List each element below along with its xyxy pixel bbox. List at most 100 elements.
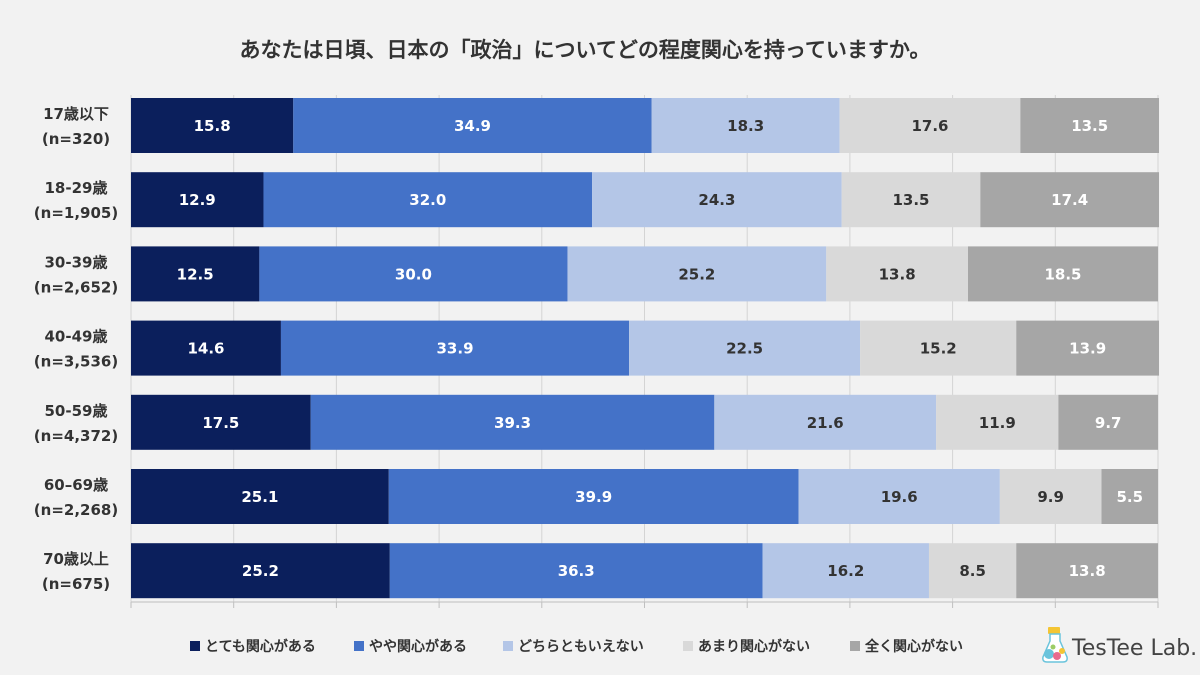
bar-value-label: 12.9 (179, 191, 216, 209)
bar-segment (839, 98, 1021, 153)
bar-segment (131, 246, 260, 302)
category-label: 50-59歳 (45, 402, 108, 420)
bar-value-label: 16.2 (827, 562, 864, 580)
bar-segment (1058, 394, 1158, 450)
category-sample-size: (n=3,536) (34, 353, 118, 371)
chart-title: あなたは日頃、日本の「政治」についてどの程度関心を持っていますか。 (240, 38, 931, 62)
category-sample-size: (n=320) (42, 130, 110, 148)
legend-label: どちらともいえない (518, 639, 644, 655)
bar-value-label: 25.2 (242, 562, 279, 580)
legend-swatch (503, 641, 513, 651)
bar-row: 25.2 36.3 16.2 8.5 13.8 (131, 543, 1158, 599)
bar-segment (131, 543, 390, 599)
bar-segment (826, 246, 969, 302)
bar-value-label: 36.3 (558, 562, 595, 580)
bar-segment (999, 469, 1102, 524)
bar-value-label: 13.9 (1069, 340, 1106, 358)
category-label: 40-49歳 (45, 328, 108, 346)
bar-value-label: 15.8 (194, 117, 231, 135)
bar-value-label: 33.9 (437, 340, 474, 358)
bar-value-label: 22.5 (726, 340, 763, 358)
bar-value-label: 5.5 (1116, 488, 1143, 506)
legend-item: やや関心がある (354, 638, 467, 655)
bar-segment (131, 394, 311, 450)
bar-segment (860, 320, 1017, 376)
bar-value-label: 9.9 (1037, 488, 1064, 506)
bar-segment (762, 543, 929, 599)
bar-segment (1016, 320, 1160, 376)
legend-item: あまり関心がない (683, 638, 810, 655)
bar-value-label: 13.8 (1069, 562, 1106, 580)
bar-value-label: 17.4 (1051, 191, 1088, 209)
bar-segment (714, 394, 937, 450)
category-labels: 17歳以下 (n=320) 18-29歳 (n=1,905) 30-39歳 (n=2,65… (34, 105, 118, 593)
bar-value-label: 9.7 (1095, 414, 1122, 432)
bar-value-label: 18.5 (1044, 265, 1081, 283)
legend-item: どちらともいえない (503, 639, 644, 655)
bar-segment (968, 246, 1158, 302)
bars: 15.8 34.9 18.3 17.6 13.5 12.9 32.0 24.3 13.5 17.4… (131, 98, 1160, 599)
bar-row: 14.6 33.9 22.5 15.2 13.9 (131, 320, 1160, 376)
bar-value-label: 17.5 (202, 414, 239, 432)
legend: とても関心がある やや関心がある どちらともいえない あまり関心がない 全く関心がない (190, 638, 963, 655)
bar-row: 12.9 32.0 24.3 13.5 17.4 (131, 172, 1160, 228)
legend-swatch (354, 641, 364, 651)
bar-segment (980, 172, 1160, 228)
bar-segment (651, 98, 840, 153)
bar-value-label: 13.8 (879, 265, 916, 283)
bar-segment (936, 394, 1059, 450)
brand-name: TesTee Lab. (1071, 636, 1197, 661)
bar-segment (928, 543, 1017, 599)
bar-value-label: 8.5 (959, 562, 986, 580)
bar-row: 25.1 39.9 19.6 9.9 5.5 (131, 469, 1158, 524)
bar-segment (310, 394, 715, 450)
bar-value-label: 18.3 (727, 117, 764, 135)
bar-segment (293, 98, 652, 153)
bar-segment (131, 320, 281, 376)
bar-value-label: 13.5 (1071, 117, 1108, 135)
bar-segment (389, 543, 763, 599)
legend-label: あまり関心がない (698, 638, 810, 655)
category-label: 60–69歳 (44, 476, 108, 494)
bar-value-label: 14.6 (187, 340, 224, 358)
bar-segment (1016, 543, 1158, 599)
bar-segment (388, 469, 799, 524)
bar-segment (131, 98, 294, 153)
bar-value-label: 30.0 (395, 265, 432, 283)
category-sample-size: (n=1,905) (34, 204, 118, 222)
bar-segment (592, 172, 842, 228)
bar-row: 17.5 39.3 21.6 11.9 9.7 (131, 394, 1158, 450)
legend-item: とても関心がある (190, 638, 316, 655)
category-sample-size: (n=675) (42, 575, 110, 593)
legend-item: 全く関心がない (850, 638, 963, 655)
bar-segment (629, 320, 861, 376)
bar-value-label: 19.6 (881, 488, 918, 506)
bar-value-label: 13.5 (892, 191, 929, 209)
bar-segment (798, 469, 1000, 524)
bar-value-label: 25.2 (678, 265, 715, 283)
bar-value-label: 39.3 (494, 414, 531, 432)
bar-value-label: 17.6 (911, 117, 948, 135)
bar-segment (1101, 469, 1158, 524)
bar-value-label: 12.5 (177, 265, 214, 283)
bar-segment (259, 246, 568, 302)
legend-swatch (850, 641, 860, 651)
legend-swatch (190, 641, 200, 651)
category-sample-size: (n=4,372) (34, 427, 118, 445)
bar-value-label: 21.6 (807, 414, 844, 432)
bar-segment (280, 320, 630, 376)
bar-segment (263, 172, 593, 228)
category-sample-size: (n=2,652) (34, 278, 118, 296)
legend-swatch (683, 641, 693, 651)
bar-value-label: 25.1 (241, 488, 278, 506)
flask-icon (1042, 627, 1068, 663)
bar-row: 12.5 30.0 25.2 13.8 18.5 (131, 246, 1158, 302)
legend-label: とても関心がある (205, 638, 316, 655)
bar-value-label: 32.0 (409, 191, 446, 209)
bar-value-label: 15.2 (920, 340, 957, 358)
legend-label: 全く関心がない (864, 638, 963, 655)
bar-segment (567, 246, 827, 302)
category-label: 18-29歳 (45, 179, 108, 197)
